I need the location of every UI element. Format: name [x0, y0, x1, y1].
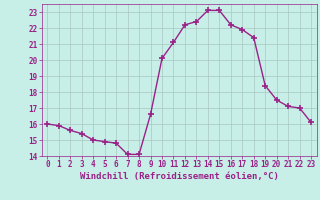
- X-axis label: Windchill (Refroidissement éolien,°C): Windchill (Refroidissement éolien,°C): [80, 172, 279, 181]
